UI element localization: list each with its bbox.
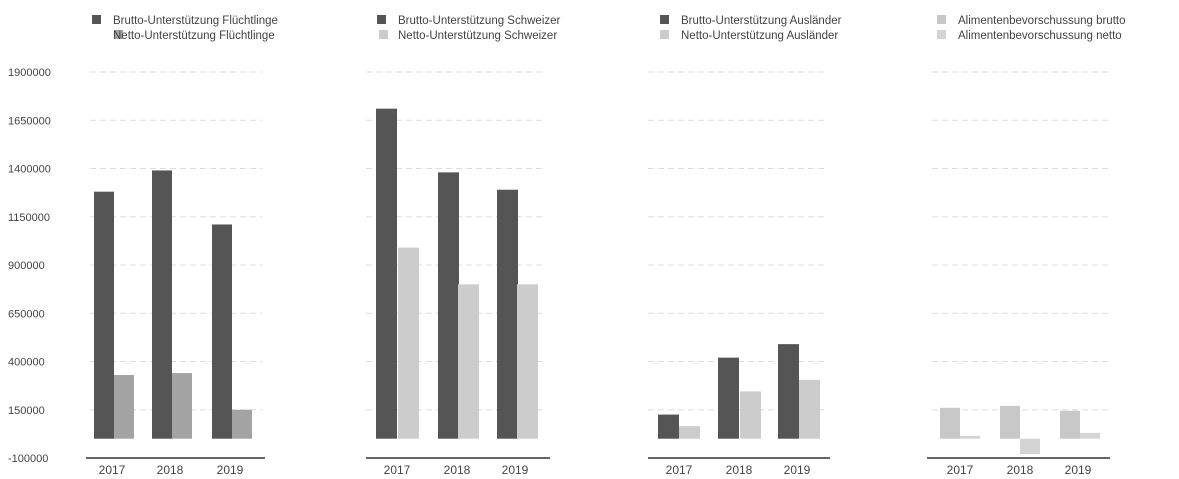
bar: [940, 407, 960, 439]
bar: [679, 426, 700, 439]
bar: [740, 391, 761, 439]
y-tick-label: 1150000: [8, 212, 50, 224]
bar: [1060, 410, 1080, 439]
legend-label: Alimentenbevorschussung netto: [958, 30, 1122, 42]
legend-label: Netto-Unterstützung Flüchtlinge: [113, 30, 275, 42]
bar: [658, 414, 679, 439]
bar: [1080, 432, 1100, 439]
bar: [497, 189, 518, 439]
y-tick-label: 150000: [8, 405, 45, 417]
bar: [960, 435, 980, 439]
bar: [152, 170, 172, 439]
y-tick-label: 900000: [8, 260, 45, 272]
legend-label: Alimentenbevorschussung brutto: [958, 15, 1126, 27]
legend-swatch: [660, 15, 669, 24]
x-tick-label: 2019: [1065, 463, 1092, 477]
legend-label: Brutto-Unterstützung Ausländer: [681, 15, 842, 27]
bar: [114, 375, 134, 439]
y-tick-label: 1400000: [8, 164, 51, 176]
legend-swatch: [377, 15, 386, 24]
bar: [1020, 438, 1040, 455]
bar: [212, 224, 232, 439]
y-tick-label: 1650000: [8, 115, 51, 127]
x-tick-label: 2019: [502, 463, 529, 477]
bar: [458, 284, 479, 439]
bar: [438, 172, 459, 439]
x-tick-label: 2019: [217, 463, 244, 477]
legend-swatch: [92, 15, 101, 24]
bar: [799, 379, 820, 439]
y-tick-label: -100000: [8, 453, 48, 465]
legend-swatch: [937, 15, 946, 24]
bar: [232, 409, 252, 439]
bar: [1000, 405, 1020, 439]
x-tick-label: 2017: [947, 463, 974, 477]
x-tick-label: 2017: [384, 463, 411, 477]
bar: [376, 108, 397, 439]
legend-label: Brutto-Unterstützung Schweizer: [398, 15, 561, 27]
bar: [517, 284, 538, 439]
x-tick-label: 2018: [444, 463, 471, 477]
legend-swatch: [114, 30, 123, 39]
bar: [94, 191, 114, 439]
bar: [172, 373, 192, 439]
bar: [778, 344, 799, 439]
y-tick-label: 650000: [8, 308, 45, 320]
x-tick-label: 2018: [1007, 463, 1034, 477]
legend-swatch: [937, 30, 946, 39]
legend-swatch: [379, 30, 388, 39]
x-tick-label: 2018: [157, 463, 184, 477]
y-tick-label: 400000: [8, 357, 45, 369]
bar: [398, 247, 419, 439]
bar: [718, 357, 739, 439]
legend-label: Brutto-Unterstützung Flüchtlinge: [113, 15, 278, 27]
legend-swatch: [660, 30, 669, 39]
y-tick-label: 1900000: [8, 67, 51, 79]
x-tick-label: 2017: [666, 463, 693, 477]
x-tick-label: 2018: [726, 463, 753, 477]
legend-label: Netto-Unterstützung Schweizer: [398, 30, 557, 42]
legend-label: Netto-Unterstützung Ausländer: [681, 30, 838, 42]
x-tick-label: 2019: [784, 463, 811, 477]
x-tick-label: 2017: [99, 463, 126, 477]
